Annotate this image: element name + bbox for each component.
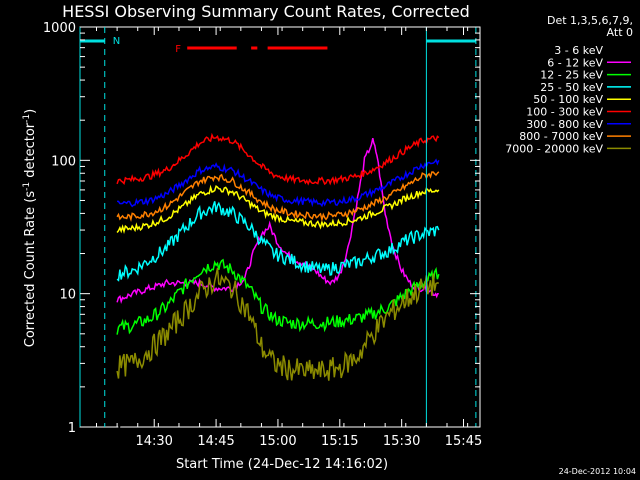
legend-label-9: 7000 - 20000 keV [505,142,603,155]
y-axis-label-mid: detector [23,122,38,182]
series-line-4 [116,201,440,282]
legend-label-6: 100 - 300 keV [526,106,603,119]
flare-label: F [175,44,181,55]
x-tick-label-1: 14:30 [135,434,172,449]
legend-label-3: 12 - 25 keV [540,69,603,82]
series-line-3 [116,258,440,335]
x-tick-label-3: 15:00 [259,434,296,449]
series-line-6 [116,132,440,186]
legend-header-line2: Att 0 [607,26,633,39]
x-axis-label: Start Time (24-Dec-12 14:16:02) [176,457,388,472]
legend-label-4: 25 - 50 keV [540,81,603,94]
y-tick-label-2: 10 [59,288,76,303]
series-line-5 [116,184,440,234]
series-line-7 [116,158,440,208]
legend-label-7: 300 - 800 keV [526,118,603,131]
series-line-8 [116,171,440,223]
timestamp: 24-Dec-2012 10:04 [559,467,636,476]
legend-label-1: 3 - 6 keV [554,44,603,57]
series-line-9 [116,267,439,381]
x-tick-label-5: 15:30 [383,434,420,449]
series-line-2 [116,137,439,304]
plot-frame [79,26,481,428]
y-axis-label-sup2: -1 [22,114,32,123]
y-axis-label-sup1: -1 [22,182,32,191]
x-axis-ticks: 14:30 14:45 15:00 15:15 15:30 15:45 [95,27,482,449]
y-axis-label: Corrected Count Rate (s-1 detector-1) [22,109,38,347]
chart-title: HESSI Observing Summary Count Rates, Cor… [62,2,470,21]
night-label: N [113,36,120,47]
legend-label-5: 50 - 100 keV [533,93,603,106]
y-axis-label-main: Corrected Count Rate (s [23,191,38,348]
x-tick-label-6: 15:45 [445,434,482,449]
flare-indicator: F [175,44,328,55]
y-tick-label-4: 1000 [43,21,76,36]
y-axis-ticks: 1 10 100 1000 [43,21,480,436]
plot-area [79,26,481,429]
night-indicator: N [79,27,477,427]
y-axis-label-end: ) [23,109,38,114]
legend-header-line1: Det 1,3,5,6,7,9, [547,14,633,27]
legend-label-8: 800 - 7000 keV [519,130,603,143]
legend-label-2: 6 - 12 keV [547,56,603,69]
y-tick-label-1: 1 [68,421,76,436]
y-tick-label-3: 100 [51,154,76,169]
x-tick-label-2: 14:45 [197,434,234,449]
x-tick-label-4: 15:15 [321,434,358,449]
